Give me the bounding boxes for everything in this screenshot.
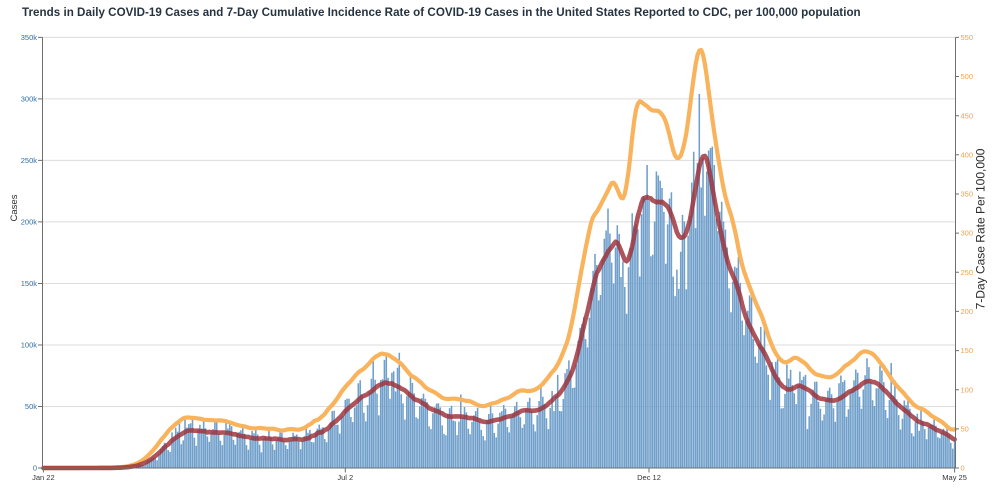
- svg-text:50: 50: [961, 425, 969, 434]
- svg-text:250k: 250k: [21, 156, 38, 165]
- svg-text:550: 550: [961, 33, 974, 42]
- svg-text:7-Day Case Rate Per 100,000: 7-Day Case Rate Per 100,000: [974, 148, 988, 309]
- svg-text:500: 500: [961, 72, 974, 81]
- svg-text:Jan 22: Jan 22: [32, 473, 55, 482]
- svg-text:300: 300: [961, 229, 974, 238]
- svg-text:150: 150: [961, 346, 974, 355]
- svg-text:0: 0: [961, 464, 965, 473]
- svg-text:300k: 300k: [21, 95, 38, 104]
- svg-text:250: 250: [961, 268, 974, 277]
- svg-text:100: 100: [961, 385, 974, 394]
- svg-text:200k: 200k: [21, 218, 38, 227]
- svg-text:50k: 50k: [25, 402, 37, 411]
- svg-text:100k: 100k: [21, 341, 38, 350]
- svg-text:400: 400: [961, 150, 974, 159]
- svg-text:200: 200: [961, 307, 974, 316]
- svg-text:450: 450: [961, 111, 974, 120]
- svg-text:May 25: May 25: [942, 473, 967, 482]
- svg-text:0: 0: [33, 464, 37, 473]
- svg-text:Dec 12: Dec 12: [637, 473, 661, 482]
- svg-text:Jul 2: Jul 2: [337, 473, 353, 482]
- svg-text:350: 350: [961, 190, 974, 199]
- svg-text:150k: 150k: [21, 279, 38, 288]
- svg-text:350k: 350k: [21, 33, 38, 42]
- svg-text:Cases: Cases: [9, 194, 20, 221]
